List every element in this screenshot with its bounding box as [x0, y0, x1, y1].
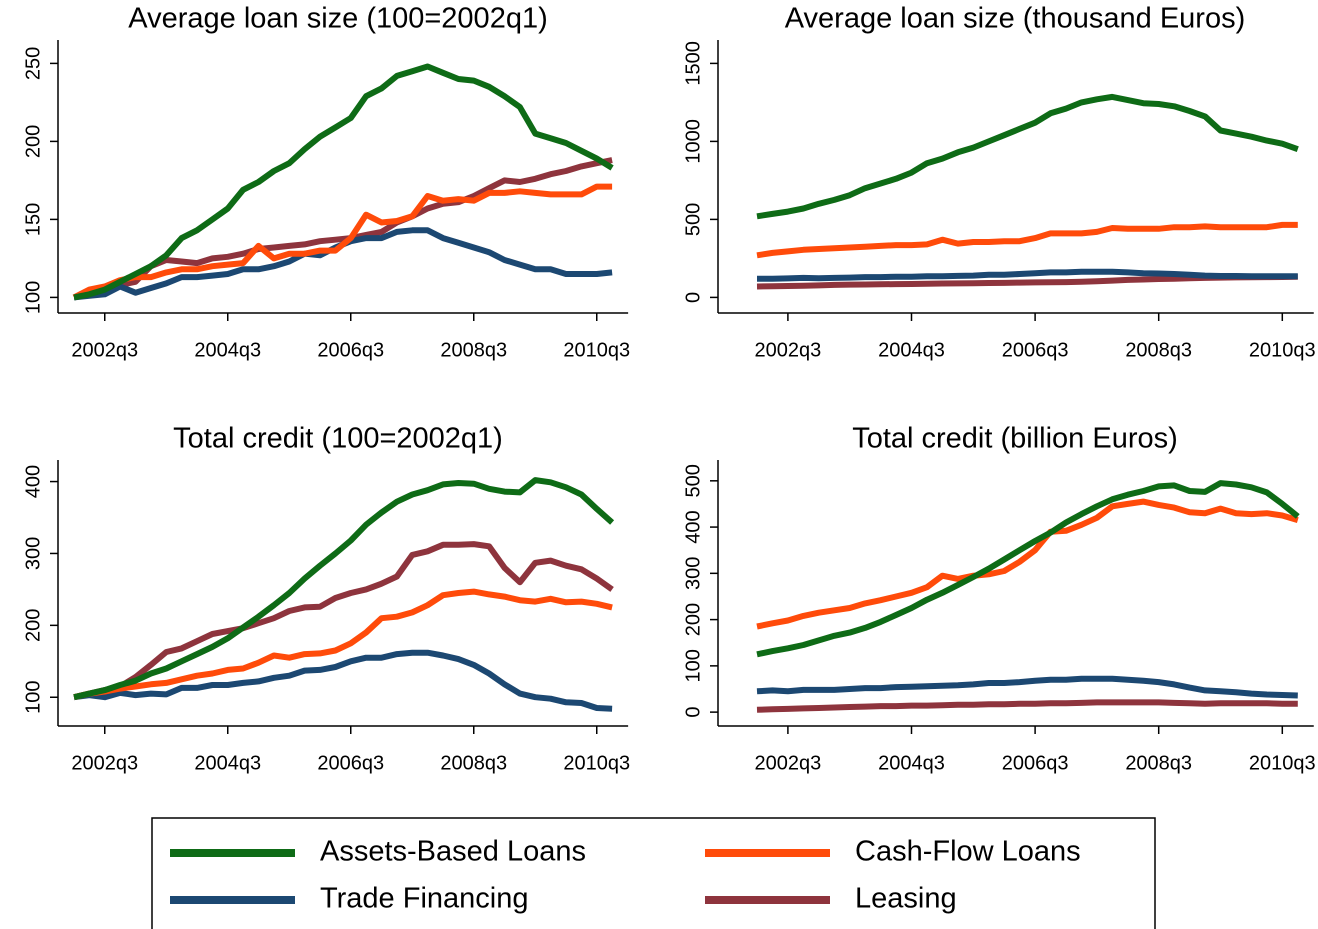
legend-label: Trade Financing	[320, 883, 528, 915]
y-tick-label: 1000	[682, 119, 704, 164]
x-tick-label: 2006q3	[1002, 752, 1069, 774]
series-line	[73, 541, 614, 701]
series-line	[73, 649, 613, 712]
y-tick-label: 100	[22, 281, 44, 314]
y-tick-label: 500	[682, 203, 704, 236]
chart-title: Average loan size (thousand Euros)	[785, 3, 1246, 35]
x-tick-label: 2002q3	[71, 339, 138, 361]
y-tick-label: 300	[682, 557, 704, 590]
y-tick-label: 200	[22, 609, 44, 642]
series-line	[756, 93, 1299, 220]
x-tick-label: 2002q3	[71, 752, 138, 774]
x-tick-label: 2010q3	[1249, 752, 1316, 774]
series-line	[756, 498, 1299, 630]
x-tick-label: 2002q3	[755, 339, 822, 361]
x-tick-label: 2004q3	[194, 752, 261, 774]
y-tick-label: 100	[682, 649, 704, 682]
y-tick-label: 400	[682, 510, 704, 543]
x-tick-label: 2004q3	[194, 339, 261, 361]
series-line	[756, 480, 1300, 658]
y-tick-label: 500	[682, 464, 704, 497]
series-line	[756, 675, 1298, 699]
y-tick-label: 200	[22, 125, 44, 158]
x-tick-label: 2006q3	[317, 752, 384, 774]
y-tick-label: 0	[682, 707, 704, 718]
y-tick-label: 100	[22, 681, 44, 714]
series-line	[73, 63, 614, 301]
x-tick-label: 2008q3	[1125, 752, 1192, 774]
chart-title: Average loan size (100=2002q1)	[128, 3, 547, 35]
y-tick-label: 300	[22, 537, 44, 570]
series-line	[73, 588, 613, 701]
series-line	[756, 221, 1298, 259]
y-tick-label: 150	[22, 203, 44, 236]
x-tick-label: 2010q3	[563, 339, 630, 361]
x-tick-label: 2006q3	[1002, 339, 1069, 361]
series-line	[73, 157, 613, 301]
y-tick-label: 1500	[682, 41, 704, 86]
x-tick-label: 2008q3	[1125, 339, 1192, 361]
series-line	[756, 699, 1298, 713]
legend-label: Leasing	[855, 883, 957, 915]
x-tick-label: 2004q3	[878, 339, 945, 361]
legend-label: Assets-Based Loans	[320, 836, 586, 868]
x-tick-label: 2004q3	[878, 752, 945, 774]
legend-label: Cash-Flow Loans	[855, 836, 1081, 868]
x-tick-label: 2008q3	[440, 752, 507, 774]
chart-title: Total credit (100=2002q1)	[173, 423, 503, 455]
x-tick-label: 2008q3	[440, 339, 507, 361]
legend-box	[151, 817, 1156, 929]
series-line	[757, 268, 1298, 282]
y-tick-label: 200	[682, 603, 704, 636]
x-tick-label: 2010q3	[1249, 339, 1316, 361]
x-tick-label: 2002q3	[755, 752, 822, 774]
x-tick-label: 2006q3	[317, 339, 384, 361]
y-tick-label: 400	[22, 465, 44, 498]
series-line	[72, 183, 613, 301]
series-line	[73, 477, 615, 701]
y-tick-label: 0	[682, 292, 704, 303]
x-tick-label: 2010q3	[563, 752, 630, 774]
y-tick-label: 250	[22, 47, 44, 80]
chart-title: Total credit (billion Euros)	[852, 423, 1178, 455]
